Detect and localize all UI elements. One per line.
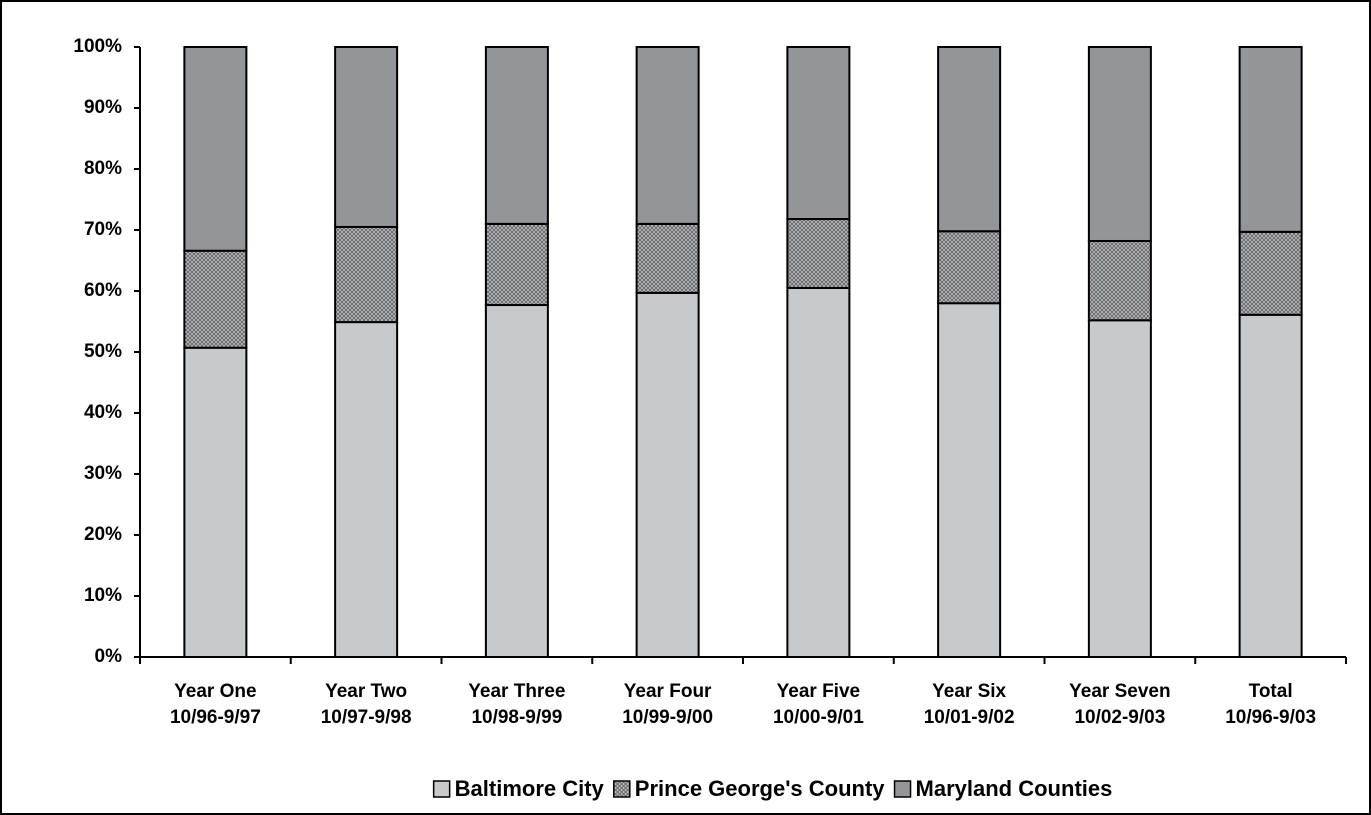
x-tick-label: Year Four bbox=[624, 681, 712, 702]
y-tick-label: 0% bbox=[95, 646, 123, 667]
y-tick-label: 80% bbox=[84, 158, 122, 179]
y-tick-label: 60% bbox=[84, 280, 122, 301]
legend-swatch bbox=[432, 780, 451, 798]
bar-segment bbox=[1238, 230, 1303, 316]
bar-segment bbox=[786, 46, 851, 221]
bar-segment bbox=[635, 291, 700, 658]
bar-segment bbox=[183, 249, 248, 349]
bar-segment bbox=[937, 302, 1002, 658]
x-tick-label: 10/98-9/99 bbox=[471, 707, 562, 728]
legend-swatch bbox=[613, 780, 631, 798]
x-tick-label: Year Six bbox=[932, 681, 1006, 702]
x-tick-label: Year Three bbox=[468, 681, 565, 702]
x-tick-label: Year Five bbox=[777, 681, 860, 702]
bar-segment bbox=[786, 218, 851, 289]
bar-segment bbox=[334, 321, 399, 658]
bar-segment bbox=[1087, 239, 1152, 322]
y-tick-label: 20% bbox=[84, 524, 122, 545]
y-tick-label: 50% bbox=[84, 341, 122, 362]
x-tick-label: 10/96-9/97 bbox=[170, 707, 261, 728]
bar-segment bbox=[183, 346, 248, 658]
y-tick-label: 30% bbox=[84, 463, 122, 484]
bar-segment bbox=[635, 222, 700, 294]
y-tick-label: 70% bbox=[84, 219, 122, 240]
bar-segment bbox=[334, 46, 399, 228]
legend: Baltimore City Prince George's County Mary… bbox=[432, 776, 1113, 801]
bar-segment bbox=[1087, 46, 1152, 242]
y-tick-label: 10% bbox=[84, 585, 122, 606]
bar-segment bbox=[484, 222, 549, 307]
bar-segment bbox=[1087, 319, 1152, 658]
x-tick-label: Year Two bbox=[325, 681, 407, 702]
x-tick-label: 10/97-9/98 bbox=[321, 707, 412, 728]
legend-label: Prince George's County bbox=[635, 776, 885, 801]
y-tick-label: 90% bbox=[84, 97, 122, 118]
x-tick-label: 10/99-9/00 bbox=[622, 707, 713, 728]
bar-segment bbox=[786, 286, 851, 658]
bar-segment bbox=[334, 225, 399, 324]
x-tick-label: 10/96-9/03 bbox=[1225, 707, 1316, 728]
x-tick-label: Year One bbox=[174, 681, 256, 702]
x-tick-label: 10/00-9/01 bbox=[773, 707, 864, 728]
bar-segment bbox=[484, 304, 549, 658]
legend-swatch bbox=[893, 780, 912, 798]
x-tick-label: 10/02-9/03 bbox=[1074, 707, 1165, 728]
bar-segment bbox=[1238, 46, 1303, 233]
legend-label: Maryland Counties bbox=[916, 776, 1113, 801]
bar-segment bbox=[484, 46, 549, 225]
bar-segment bbox=[635, 46, 700, 225]
bar-segment bbox=[937, 46, 1002, 233]
x-tick-label: Total bbox=[1249, 681, 1293, 702]
bar-segment bbox=[183, 46, 248, 252]
x-tick-label: 10/01-9/02 bbox=[924, 707, 1015, 728]
legend-label: Baltimore City bbox=[455, 776, 605, 801]
bar-segment bbox=[937, 230, 1002, 305]
y-tick-label: 100% bbox=[73, 36, 122, 57]
y-tick-label: 40% bbox=[84, 402, 122, 423]
bar-segment bbox=[1238, 313, 1303, 658]
x-tick-label: Year Seven bbox=[1069, 681, 1170, 702]
